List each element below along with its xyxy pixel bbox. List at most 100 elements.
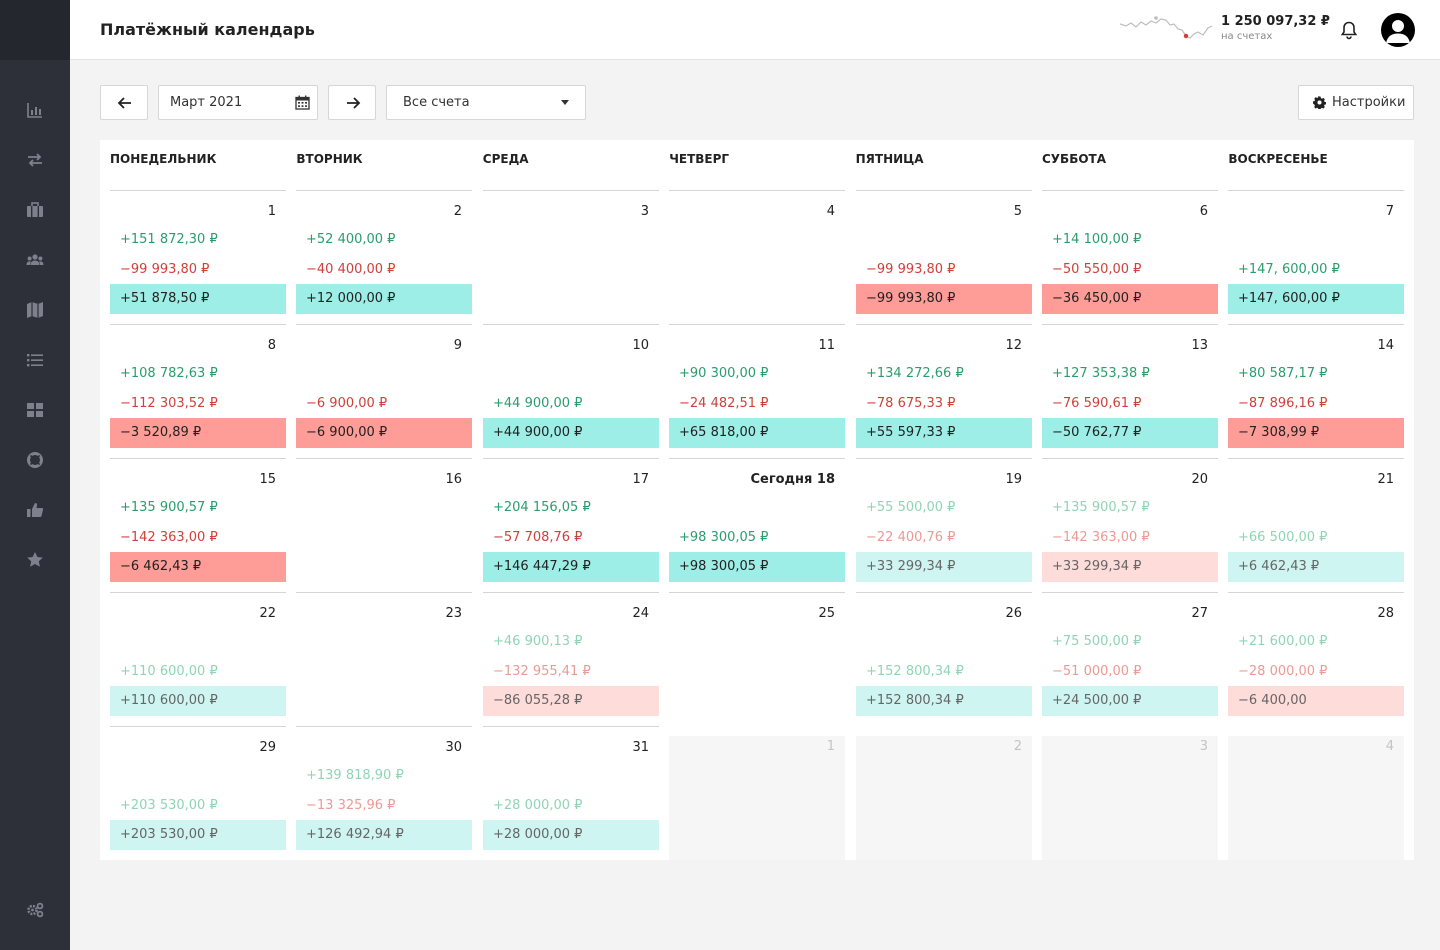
calendar-day-cell[interactable]: 24 +46 900,13 ₽ −132 955,41 ₽ −86 055,28 ₽ <box>483 592 659 726</box>
settings-button[interactable]: Настройки <box>1298 85 1414 120</box>
day-balance: +146 447,29 ₽ <box>483 552 659 582</box>
chart-icon[interactable] <box>26 101 44 119</box>
star-icon[interactable] <box>26 551 44 569</box>
weekday-header: СРЕДА <box>482 152 529 166</box>
weekday-header: ПОНЕДЕЛЬНИК <box>110 152 217 166</box>
calendar-day-cell[interactable]: 5 −99 993,80 ₽ −99 993,80 ₽ <box>856 190 1032 324</box>
day-balance: −6 462,43 ₽ <box>110 552 286 582</box>
calendar-day-cell[interactable]: 2 +52 400,00 ₽ −40 400,00 ₽ +12 000,00 ₽ <box>296 190 472 324</box>
calendar-day-cell[interactable]: 22 +110 600,00 ₽ +110 600,00 ₽ <box>110 592 286 726</box>
day-number: 21 <box>1377 472 1394 487</box>
calendar-day-cell[interactable]: 9 −6 900,00 ₽ −6 900,00 ₽ <box>296 324 472 458</box>
calendar-day-cell[interactable]: 11 +90 300,00 ₽ −24 482,51 ₽ +65 818,00 ₽ <box>669 324 845 458</box>
income-amount: +80 587,17 ₽ <box>1238 366 1328 381</box>
day-number: 8 <box>267 338 276 353</box>
calendar-day-cell[interactable]: 4 <box>669 190 845 324</box>
list-icon[interactable] <box>26 351 44 369</box>
day-balance: +147, 600,00 ₽ <box>1228 284 1404 314</box>
users-icon[interactable] <box>26 251 44 269</box>
total-balance: 1 250 097,32 ₽ <box>1221 14 1330 29</box>
day-balance: +33 299,34 ₽ <box>1042 552 1218 582</box>
calendar-day-cell[interactable]: 23 <box>296 592 472 726</box>
calendar-day-cell[interactable]: 17 +204 156,05 ₽ −57 708,76 ₽ +146 447,29 ₽ <box>483 458 659 592</box>
bell-icon[interactable] <box>1339 20 1359 40</box>
day-balance: +152 800,34 ₽ <box>856 686 1032 716</box>
calendar-day-cell[interactable]: 8 +108 782,63 ₽ −112 303,52 ₽ −3 520,89 ₽ <box>110 324 286 458</box>
calendar-day-cell[interactable]: 21 +66 500,00 ₽ +6 462,43 ₽ <box>1228 458 1404 592</box>
day-number: 4 <box>1385 739 1394 754</box>
weekday-header: СУББОТА <box>1042 152 1107 166</box>
income-amount: +75 500,00 ₽ <box>1052 634 1142 649</box>
transfer-icon[interactable] <box>26 151 44 169</box>
calendar-day-cell[interactable]: 2 <box>856 736 1032 860</box>
income-amount: +14 100,00 ₽ <box>1052 232 1142 247</box>
calendar-day-cell[interactable]: 14 +80 587,17 ₽ −87 896,16 ₽ −7 308,99 ₽ <box>1228 324 1404 458</box>
income-amount: +44 900,00 ₽ <box>493 396 583 411</box>
support-icon[interactable] <box>26 451 44 469</box>
calendar-day-cell[interactable]: 16 <box>296 458 472 592</box>
day-number: 19 <box>1005 472 1022 487</box>
top-header: Платёжный календарь 1 250 097,32 ₽ на сч… <box>70 0 1440 60</box>
expense-amount: −78 675,33 ₽ <box>866 396 956 411</box>
account-select[interactable]: Все счета <box>386 85 586 120</box>
day-balance: −6 400,00 <box>1228 686 1404 716</box>
expense-amount: −99 993,80 ₽ <box>866 262 956 277</box>
day-number: 28 <box>1377 606 1394 621</box>
calendar-day-cell[interactable]: 6 +14 100,00 ₽ −50 550,00 ₽ −36 450,00 ₽ <box>1042 190 1218 324</box>
next-month-button[interactable] <box>328 85 376 120</box>
day-number: 13 <box>1191 338 1208 353</box>
calendar-day-cell[interactable]: 1 <box>669 736 845 860</box>
user-avatar[interactable] <box>1381 13 1415 47</box>
calendar-day-cell[interactable]: 26 +152 800,34 ₽ +152 800,34 ₽ <box>856 592 1032 726</box>
arrow-right-icon <box>347 97 361 109</box>
day-number: 1 <box>826 739 835 754</box>
expense-amount: −51 000,00 ₽ <box>1052 664 1142 679</box>
logo-area <box>0 0 70 60</box>
day-balance: +51 878,50 ₽ <box>110 284 286 314</box>
map-icon[interactable] <box>26 301 44 319</box>
prev-month-button[interactable] <box>100 85 148 120</box>
calendar-day-cell[interactable]: 3 <box>1042 736 1218 860</box>
income-amount: +151 872,30 ₽ <box>120 232 218 247</box>
calendar-icon[interactable] <box>295 95 310 110</box>
calendar-day-cell[interactable]: 27 +75 500,00 ₽ −51 000,00 ₽ +24 500,00 ₽ <box>1042 592 1218 726</box>
income-amount: +135 900,57 ₽ <box>1052 500 1150 515</box>
expense-amount: −142 363,00 ₽ <box>1052 530 1150 545</box>
calendar-day-cell[interactable]: 13 +127 353,38 ₽ −76 590,61 ₽ −50 762,77 ₽ <box>1042 324 1218 458</box>
calendar-day-cell[interactable]: 20 +135 900,57 ₽ −142 363,00 ₽ +33 299,34 ₽ <box>1042 458 1218 592</box>
calendar-day-cell[interactable]: 31 +28 000,00 ₽ +28 000,00 ₽ <box>483 726 659 860</box>
calendar-day-cell[interactable]: 19 +55 500,00 ₽ −22 400,76 ₽ +33 299,34 ₽ <box>856 458 1032 592</box>
grid-icon[interactable] <box>26 401 44 419</box>
day-number: 23 <box>445 606 462 621</box>
calendar-day-cell[interactable]: 28 +21 600,00 ₽ −28 000,00 ₽ −6 400,00 <box>1228 592 1404 726</box>
day-number: 5 <box>1013 204 1022 219</box>
day-balance: −7 308,99 ₽ <box>1228 418 1404 448</box>
calendar-day-cell[interactable]: 3 <box>483 190 659 324</box>
income-amount: +134 272,66 ₽ <box>866 366 964 381</box>
day-balance: −6 900,00 ₽ <box>296 418 472 448</box>
briefcase-icon[interactable] <box>26 201 44 219</box>
day-number: 25 <box>818 606 835 621</box>
calendar-day-cell[interactable]: 10 +44 900,00 ₽ +44 900,00 ₽ <box>483 324 659 458</box>
calendar-day-cell[interactable]: 4 <box>1228 736 1404 860</box>
thumbs-up-icon[interactable] <box>26 501 44 519</box>
settings-gears-icon[interactable] <box>26 901 44 919</box>
day-number: 27 <box>1191 606 1208 621</box>
account-value: Все счета <box>403 95 470 110</box>
day-number: 4 <box>826 204 835 219</box>
calendar-day-cell[interactable]: 25 <box>669 592 845 726</box>
expense-amount: −24 482,51 ₽ <box>679 396 769 411</box>
expense-amount: −76 590,61 ₽ <box>1052 396 1142 411</box>
calendar-day-cell[interactable]: 15 +135 900,57 ₽ −142 363,00 ₽ −6 462,43 ₽ <box>110 458 286 592</box>
gear-icon <box>1313 96 1326 109</box>
month-picker[interactable]: Март 2021 <box>158 85 318 120</box>
calendar-day-cell[interactable]: 29 +203 530,00 ₽ +203 530,00 ₽ <box>110 726 286 860</box>
calendar-day-cell[interactable]: 30 +139 818,90 ₽ −13 325,96 ₽ +126 492,94 ₽ <box>296 726 472 860</box>
day-number: 7 <box>1385 204 1394 219</box>
calendar-day-cell[interactable]: 12 +134 272,66 ₽ −78 675,33 ₽ +55 597,33 ₽ <box>856 324 1032 458</box>
calendar-day-cell[interactable]: 7 +147, 600,00 ₽ +147, 600,00 ₽ <box>1228 190 1404 324</box>
calendar-day-cell[interactable]: 1 +151 872,30 ₽ −99 993,80 ₽ +51 878,50 ₽ <box>110 190 286 324</box>
calendar-day-cell[interactable]: Сегодня 18 +98 300,05 ₽ +98 300,05 ₽ <box>669 458 845 592</box>
expense-amount: −50 550,00 ₽ <box>1052 262 1142 277</box>
day-balance: +65 818,00 ₽ <box>669 418 845 448</box>
